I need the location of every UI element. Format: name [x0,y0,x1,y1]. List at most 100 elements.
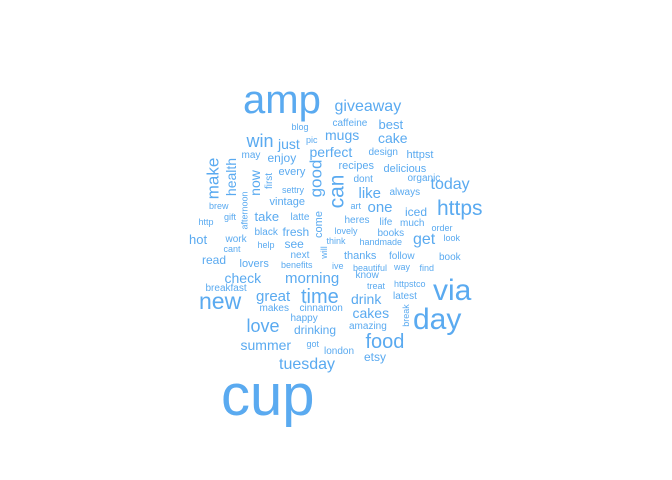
word-come: come [312,210,325,238]
word-way: way [394,261,411,272]
word-help: help [257,239,275,250]
word-time: time [301,286,339,308]
word-etsy: etsy [364,350,387,364]
word-https: https [437,196,483,220]
word-httpst: httpst [406,148,434,161]
word-first: first [264,172,276,190]
word-blog: blog [291,121,309,132]
word-makes: makes [259,303,289,314]
word-delicious: delicious [383,162,427,175]
word-just: just [278,136,300,152]
word-books: books [377,228,405,239]
word-new: new [199,287,242,314]
word-giveaway: giveaway [334,98,402,115]
word-handmade: handmade [359,236,403,247]
word-food: food [365,331,405,353]
word-work: work [225,234,247,245]
word-cup: cup [221,363,315,428]
word-settry: settry [282,184,305,195]
word-caffeine: caffeine [332,118,368,129]
word-win: win [246,131,274,151]
word-latte: latte [290,212,310,223]
word-fresh: fresh [282,225,310,239]
word-treat: treat [367,280,386,291]
word-gift: gift [224,211,237,222]
word-great: great [256,287,291,305]
word-take: take [254,208,280,224]
word-london: london [324,346,355,357]
word-mugs: mugs [325,127,360,143]
word-organic: organic [407,173,441,184]
word-lovely: lovely [334,225,358,236]
word-order: order [431,222,453,233]
word-vintage: vintage [269,195,305,208]
word-much: much [400,218,425,229]
word-now: now [246,170,263,196]
word-know: know [355,270,379,281]
word-benefits: benefits [281,259,313,270]
word-httpstco: httpstco [394,278,426,289]
word-next: next [290,250,310,261]
word-cant: cant [223,243,241,254]
word-life: life [379,217,393,228]
word-tuesday: tuesday [279,356,336,373]
word-lovers: lovers [239,257,269,270]
word-every: every [278,165,306,178]
word-dont: dont [353,174,373,185]
word-amp: amp [243,78,321,122]
word-like: like [358,184,382,202]
word-make: make [203,157,223,199]
word-latest: latest [393,291,417,302]
word-recipes: recipes [338,159,374,172]
word-iced: iced [405,205,428,219]
word-day: day [413,303,462,336]
word-beautiful: beautiful [353,262,388,273]
word-pic: pic [306,134,318,145]
word-enjoy: enjoy [267,151,297,165]
word-http: http [198,216,214,227]
word-happy: happy [290,313,318,324]
word-love: love [246,316,280,336]
word-will: will [318,245,329,259]
word-see: see [284,237,304,251]
word-got: got [306,338,320,349]
word-morning: morning [285,269,340,287]
word-heres: heres [344,215,370,226]
word-art: art [350,200,362,211]
word-today: today [430,176,470,193]
word-can: can [325,174,349,208]
word-break: break [400,303,411,327]
word-find: find [419,262,435,273]
word-afternoon: afternoon [239,190,250,230]
word-amazing: amazing [349,321,387,332]
word-perfect: perfect [309,144,353,160]
word-follow: follow [389,251,415,262]
word-health: health [223,157,240,197]
word-think: think [326,235,346,246]
word-cinnamon: cinnamon [299,303,343,314]
word-look: look [443,232,461,243]
word-drinking: drinking [294,323,337,337]
word-black: black [254,227,278,238]
word-ive: ive [332,260,344,271]
word-good: good [306,159,326,197]
word-best: best [378,116,404,132]
word-summer: summer [240,337,292,353]
word-cakes: cakes [352,305,390,321]
word-one: one [367,198,393,216]
word-cake: cake [378,130,408,146]
word-get: get [413,231,436,248]
word-check: check [224,270,262,286]
word-read: read [202,253,227,267]
word-thanks: thanks [344,249,377,262]
word-book: book [439,252,461,263]
word-always: always [389,187,421,198]
word-drink: drink [351,291,382,307]
word-hot: hot [189,231,208,247]
word-breakfast: breakfast [205,283,247,294]
word-via: via [433,274,472,307]
word-may: may [241,150,261,161]
word-design: design [368,147,398,158]
word-brew: brew [209,200,229,211]
